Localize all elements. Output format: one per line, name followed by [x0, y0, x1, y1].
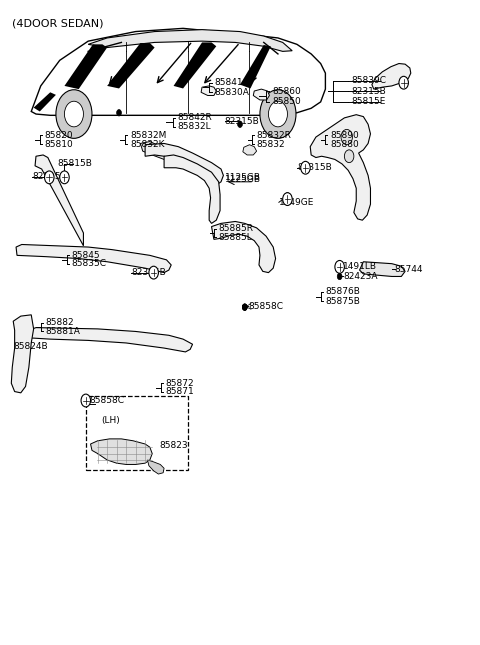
Circle shape	[242, 304, 247, 310]
Polygon shape	[174, 43, 216, 88]
Polygon shape	[310, 115, 371, 220]
Circle shape	[45, 171, 54, 184]
Text: 85885L: 85885L	[219, 233, 252, 242]
Text: 85885R: 85885R	[219, 224, 253, 233]
Text: 85881A: 85881A	[46, 327, 80, 336]
Polygon shape	[147, 460, 164, 474]
Circle shape	[242, 304, 247, 310]
Text: 85832R: 85832R	[257, 131, 291, 140]
Polygon shape	[12, 315, 34, 393]
Text: (4DOOR SEDAN): (4DOOR SEDAN)	[12, 19, 104, 29]
Text: 85875B: 85875B	[325, 297, 360, 306]
Text: 85841A: 85841A	[214, 78, 249, 87]
Polygon shape	[164, 155, 220, 223]
Circle shape	[260, 90, 296, 138]
Circle shape	[285, 193, 290, 199]
Polygon shape	[140, 141, 167, 159]
Text: 85890: 85890	[330, 131, 359, 140]
Text: 85744: 85744	[395, 265, 423, 274]
Polygon shape	[372, 63, 411, 89]
Text: (LH): (LH)	[101, 416, 120, 425]
Circle shape	[60, 171, 69, 184]
Text: 85815B: 85815B	[57, 159, 92, 168]
Circle shape	[81, 394, 91, 407]
Circle shape	[238, 121, 242, 128]
Text: 85842R: 85842R	[178, 114, 212, 123]
Text: 82315B: 82315B	[351, 86, 386, 95]
Text: 85850: 85850	[272, 97, 301, 106]
Circle shape	[117, 110, 121, 116]
Polygon shape	[212, 221, 276, 273]
Polygon shape	[34, 92, 56, 112]
Polygon shape	[243, 144, 257, 155]
Polygon shape	[91, 439, 152, 464]
Polygon shape	[240, 45, 271, 88]
FancyBboxPatch shape	[86, 396, 188, 470]
Text: 85832M: 85832M	[130, 131, 166, 140]
Circle shape	[341, 130, 352, 144]
Polygon shape	[201, 86, 216, 95]
Text: 1491LB: 1491LB	[343, 263, 377, 272]
Text: 85872: 85872	[165, 379, 193, 388]
Text: 82315B: 82315B	[225, 117, 260, 126]
Polygon shape	[29, 328, 192, 352]
Text: 85880: 85880	[330, 139, 359, 148]
PathPatch shape	[88, 30, 292, 52]
Text: 85810: 85810	[45, 139, 73, 148]
Circle shape	[86, 397, 91, 404]
Circle shape	[301, 161, 310, 174]
Text: 85832K: 85832K	[130, 139, 165, 148]
Circle shape	[47, 174, 52, 180]
PathPatch shape	[31, 28, 325, 115]
Text: 85871: 85871	[165, 387, 194, 396]
Circle shape	[337, 273, 342, 280]
Polygon shape	[35, 155, 84, 246]
Circle shape	[62, 174, 67, 180]
Text: 85830A: 85830A	[214, 88, 249, 97]
Text: 1249GE: 1249GE	[279, 198, 314, 207]
Text: 85820: 85820	[45, 131, 73, 140]
Circle shape	[268, 101, 288, 127]
Text: 85832L: 85832L	[178, 123, 211, 132]
Text: 85858C: 85858C	[90, 396, 125, 405]
Text: 85860: 85860	[272, 86, 301, 95]
Text: 85815E: 85815E	[351, 97, 386, 106]
Text: 85832: 85832	[257, 139, 285, 148]
Circle shape	[56, 90, 92, 138]
Text: 85845: 85845	[72, 251, 100, 260]
Text: 1125GB: 1125GB	[225, 175, 261, 184]
Polygon shape	[107, 43, 155, 88]
Text: 85835C: 85835C	[72, 259, 107, 268]
Polygon shape	[253, 89, 269, 100]
Text: 85824B: 85824B	[13, 342, 48, 352]
Circle shape	[84, 399, 88, 406]
Polygon shape	[64, 45, 107, 89]
Text: 82315B: 82315B	[131, 268, 166, 277]
Circle shape	[303, 164, 308, 171]
Circle shape	[242, 304, 247, 310]
Text: 82315B: 82315B	[32, 172, 67, 181]
Circle shape	[151, 270, 156, 276]
Circle shape	[344, 150, 354, 163]
Text: 85839C: 85839C	[351, 76, 386, 85]
Text: 82315B: 82315B	[297, 163, 332, 172]
Polygon shape	[360, 262, 405, 277]
Text: 85876B: 85876B	[325, 287, 360, 296]
Circle shape	[400, 77, 408, 88]
Circle shape	[64, 101, 84, 127]
Text: 85823: 85823	[159, 441, 188, 450]
Circle shape	[335, 261, 344, 273]
Circle shape	[149, 266, 158, 279]
Text: 85882: 85882	[46, 318, 74, 327]
Circle shape	[283, 193, 292, 206]
Circle shape	[399, 76, 408, 89]
Text: 1125GB: 1125GB	[225, 173, 261, 182]
Polygon shape	[16, 244, 171, 273]
Text: 82423A: 82423A	[343, 272, 378, 281]
Text: 85858C: 85858C	[249, 302, 284, 311]
Polygon shape	[145, 143, 223, 185]
